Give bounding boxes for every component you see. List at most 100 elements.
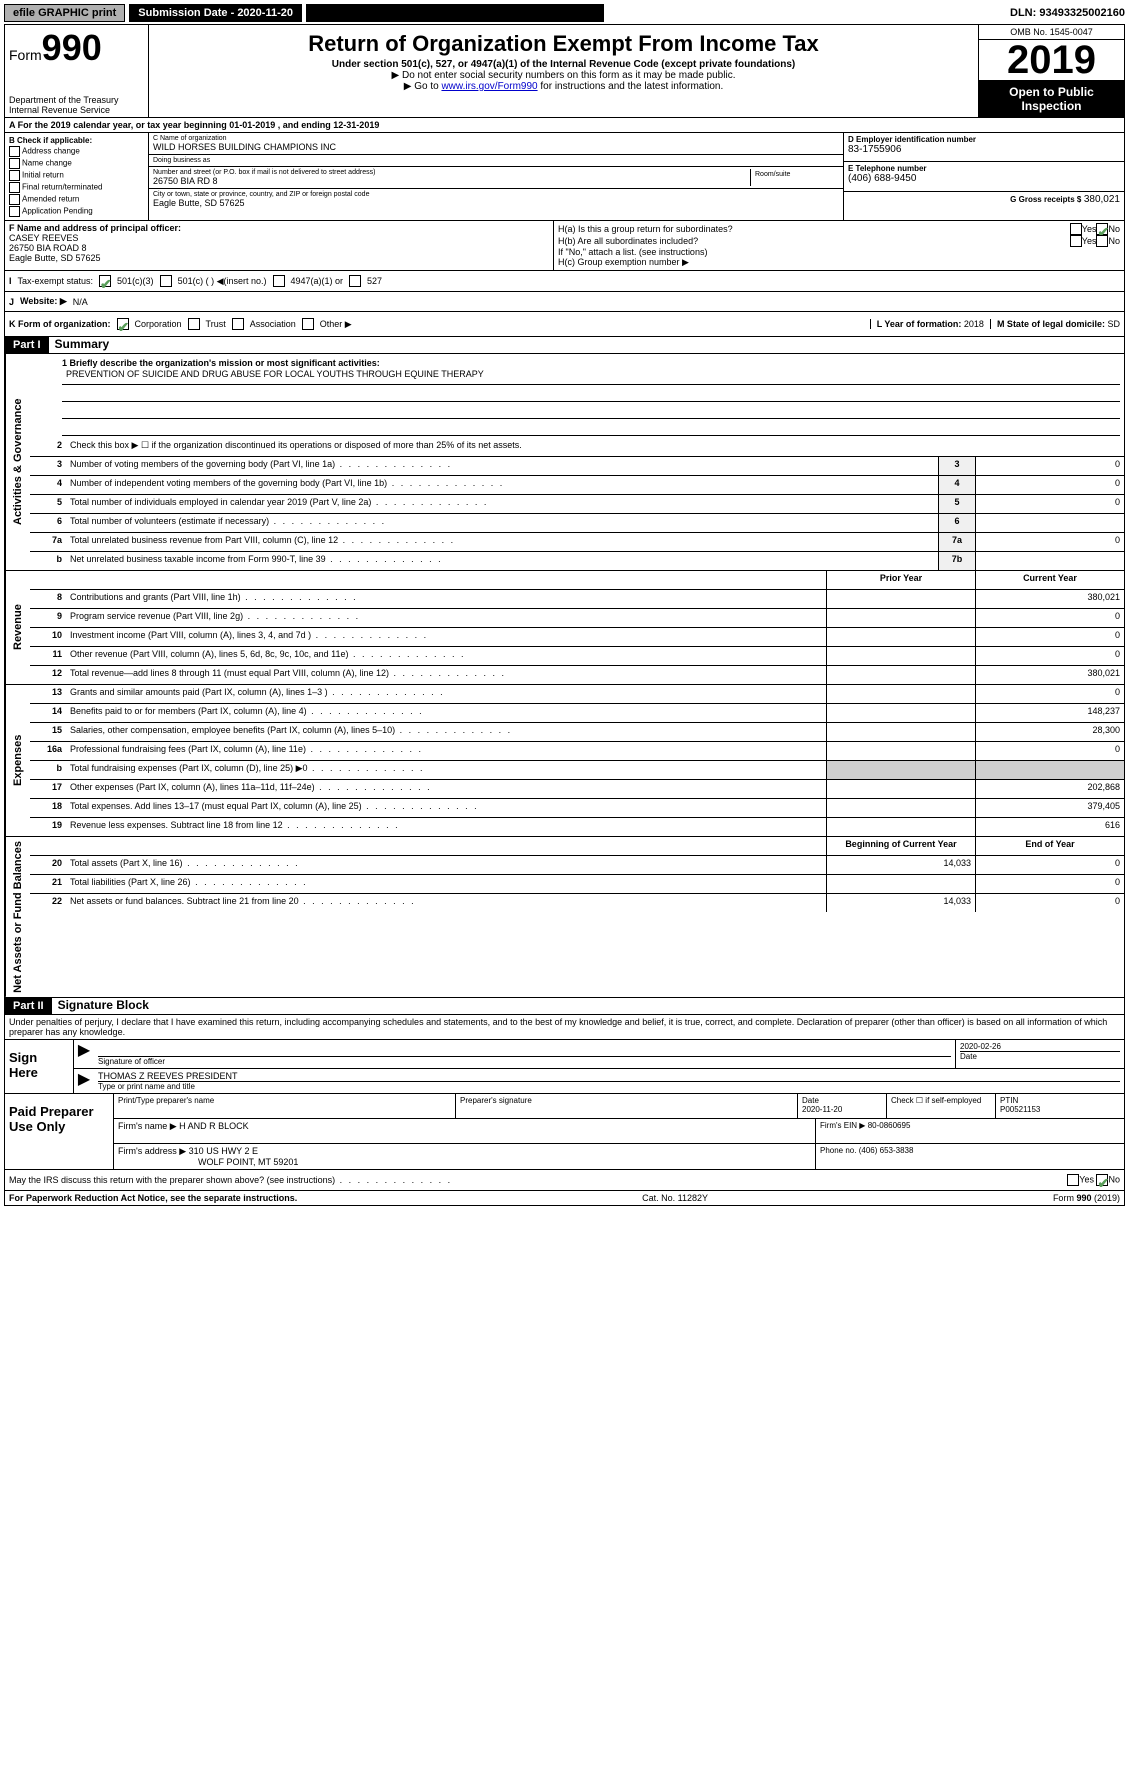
paid-label: Paid Preparer Use Only bbox=[5, 1094, 114, 1169]
cb-501c3[interactable]: ✔ bbox=[99, 275, 111, 287]
opt-other: Other ▶ bbox=[320, 319, 352, 330]
opt-501c3: 501(c)(3) bbox=[117, 276, 154, 286]
form-ref: Form 990 (2019) bbox=[1053, 1193, 1120, 1203]
box-f: F Name and address of principal officer:… bbox=[5, 221, 554, 270]
mission-blank3 bbox=[62, 419, 1120, 436]
row-a-taxyear: A For the 2019 calendar year, or tax yea… bbox=[5, 118, 1124, 133]
form-number: 990 bbox=[42, 27, 102, 68]
note-ssn: ▶ Do not enter social security numbers o… bbox=[153, 70, 974, 81]
side-rev: Revenue bbox=[5, 571, 30, 684]
discuss-text: May the IRS discuss this return with the… bbox=[9, 1175, 452, 1185]
line-6: 6 Total number of volunteers (estimate i… bbox=[30, 514, 1124, 533]
cb-corp[interactable]: ✔ bbox=[117, 318, 129, 330]
line-7a: 7a Total unrelated business revenue from… bbox=[30, 533, 1124, 552]
part2-badge: Part II bbox=[5, 998, 52, 1014]
ein-label: D Employer identification number bbox=[848, 135, 1120, 144]
hc-label: H(c) Group exemption number ▶ bbox=[558, 257, 1120, 268]
note-link: ▶ Go to www.irs.gov/Form990 for instruct… bbox=[153, 81, 974, 92]
box-c: C Name of organization WILD HORSES BUILD… bbox=[149, 133, 843, 220]
self-emp-label: Check ☐ if self-employed bbox=[886, 1094, 995, 1118]
cb-name-change[interactable] bbox=[9, 158, 20, 169]
no-label2: No bbox=[1108, 236, 1120, 246]
firm-addr: 310 US HWY 2 E bbox=[189, 1146, 258, 1156]
sign-here-block: Sign Here ▶ Signature of officer 2020-02… bbox=[5, 1040, 1124, 1094]
firm-phone-label: Phone no. bbox=[820, 1146, 856, 1155]
cb-other[interactable] bbox=[302, 318, 314, 330]
box-de: D Employer identification number 83-1755… bbox=[843, 133, 1124, 220]
q1-label: 1 Briefly describe the organization's mi… bbox=[62, 358, 1120, 368]
header-left: Form990 Department of the Treasury Inter… bbox=[5, 25, 149, 117]
opt-name: Name change bbox=[22, 159, 72, 168]
block-net: Net Assets or Fund Balances Beginning of… bbox=[5, 837, 1124, 998]
firm-addr-label: Firm's address ▶ bbox=[118, 1146, 186, 1156]
discuss-yes[interactable] bbox=[1067, 1174, 1079, 1186]
sign-here-label: Sign Here bbox=[5, 1040, 74, 1093]
part1-title: Summary bbox=[49, 337, 110, 353]
discuss-no-label: No bbox=[1108, 1174, 1120, 1184]
form-subtitle: Under section 501(c), 527, or 4947(a)(1)… bbox=[153, 59, 974, 70]
ha-no[interactable]: ✔ bbox=[1096, 223, 1108, 235]
row-a-text: For the 2019 calendar year, or tax year … bbox=[18, 120, 380, 130]
opt-final: Final return/terminated bbox=[22, 183, 102, 192]
cb-trust[interactable] bbox=[188, 318, 200, 330]
hb-note: If "No," attach a list. (see instruction… bbox=[558, 247, 1120, 257]
efile-button[interactable]: efile GRAPHIC print bbox=[4, 4, 125, 22]
pra-notice: For Paperwork Reduction Act Notice, see … bbox=[9, 1193, 297, 1203]
irs-link[interactable]: www.irs.gov/Form990 bbox=[441, 81, 537, 92]
l-label: L Year of formation: bbox=[877, 319, 962, 329]
line-3: 3 Number of voting members of the govern… bbox=[30, 457, 1124, 476]
dba-label: Doing business as bbox=[153, 157, 839, 164]
hb-yes[interactable] bbox=[1070, 235, 1082, 247]
discuss-no[interactable]: ✔ bbox=[1096, 1174, 1108, 1186]
tax-year: 2019 bbox=[979, 40, 1124, 81]
form-title: Return of Organization Exempt From Incom… bbox=[153, 31, 974, 57]
line-5: 5 Total number of individuals employed i… bbox=[30, 495, 1124, 514]
current-year-header: Current Year bbox=[976, 571, 1124, 589]
prep-date: 2020-11-20 bbox=[802, 1105, 882, 1114]
cb-initial[interactable] bbox=[9, 170, 20, 181]
cb-527[interactable] bbox=[349, 275, 361, 287]
cb-address-change[interactable] bbox=[9, 146, 20, 157]
typed-name-label: Type or print name and title bbox=[98, 1082, 1120, 1091]
q1-block: 1 Briefly describe the organization's mi… bbox=[30, 354, 1124, 438]
firm-name-label: Firm's name ▶ bbox=[118, 1121, 177, 1131]
form-header: Form990 Department of the Treasury Inter… bbox=[5, 25, 1124, 118]
discuss-row: May the IRS discuss this return with the… bbox=[5, 1170, 1124, 1191]
discuss-yes-label: Yes bbox=[1079, 1174, 1094, 1184]
block-expenses: Expenses 13 Grants and similar amounts p… bbox=[5, 685, 1124, 837]
part2-header-row: Part II Signature Block bbox=[5, 998, 1124, 1015]
top-bar: efile GRAPHIC print Submission Date - 20… bbox=[4, 4, 1125, 22]
opt-pending: Application Pending bbox=[22, 207, 93, 216]
cb-final[interactable] bbox=[9, 182, 20, 193]
note2-post: for instructions and the latest informat… bbox=[538, 81, 724, 92]
cb-4947[interactable] bbox=[273, 275, 285, 287]
block-governance: Activities & Governance 1 Briefly descri… bbox=[5, 354, 1124, 571]
cb-amended[interactable] bbox=[9, 194, 20, 205]
mission-blank1 bbox=[62, 385, 1120, 402]
form-container: Form990 Department of the Treasury Inter… bbox=[4, 24, 1125, 1206]
officer-addr2: Eagle Butte, SD 57625 bbox=[9, 253, 549, 263]
submission-date-button[interactable]: Submission Date - 2020-11-20 bbox=[129, 4, 302, 22]
side-exp: Expenses bbox=[5, 685, 30, 836]
line-11: 11 Other revenue (Part VIII, column (A),… bbox=[30, 647, 1124, 666]
line-b: b Net unrelated business taxable income … bbox=[30, 552, 1124, 570]
ha-yes[interactable] bbox=[1070, 223, 1082, 235]
tax-status-label: Tax-exempt status: bbox=[18, 276, 94, 286]
hb-no[interactable] bbox=[1096, 235, 1108, 247]
line-16a: 16a Professional fundraising fees (Part … bbox=[30, 742, 1124, 761]
line-21: 21 Total liabilities (Part X, line 26) 0 bbox=[30, 875, 1124, 894]
city-label: City or town, state or province, country… bbox=[153, 191, 839, 198]
phone-label: E Telephone number bbox=[848, 164, 1120, 173]
footer: For Paperwork Reduction Act Notice, see … bbox=[5, 1191, 1124, 1205]
ptin-label: PTIN bbox=[1000, 1096, 1120, 1105]
form-prefix: Form bbox=[9, 47, 42, 63]
cb-pending[interactable] bbox=[9, 206, 20, 217]
cb-501c[interactable] bbox=[160, 275, 172, 287]
sig-date: 2020-02-26 bbox=[960, 1042, 1120, 1051]
line-4: 4 Number of independent voting members o… bbox=[30, 476, 1124, 495]
addr-label: Number and street (or P.O. box if mail i… bbox=[153, 169, 750, 176]
k-label: K Form of organization: bbox=[9, 319, 111, 329]
website-label: Website: ▶ bbox=[20, 296, 67, 307]
cb-assoc[interactable] bbox=[232, 318, 244, 330]
declaration-text: Under penalties of perjury, I declare th… bbox=[5, 1015, 1124, 1040]
